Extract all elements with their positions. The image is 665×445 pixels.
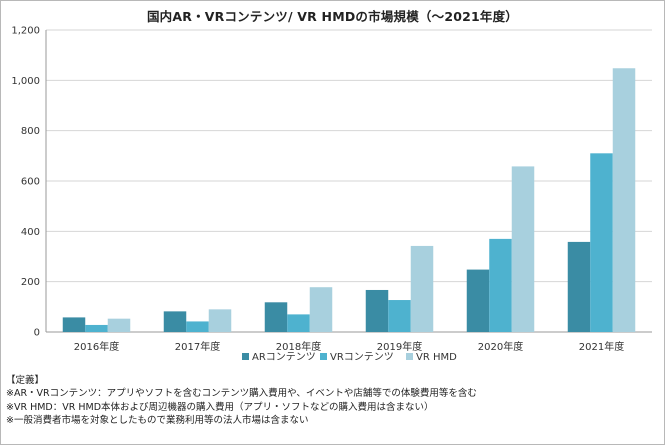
bar-2-4	[511, 166, 535, 332]
bar-1-3	[388, 300, 411, 332]
legend-swatch	[320, 353, 327, 360]
definitions-notes: 【定義】 ※AR・VRコンテンツ：アプリやソフトを含むコンテンツ購入費用や、イベ…	[6, 374, 477, 427]
bar-2-3	[410, 245, 434, 332]
bar-0-1	[163, 311, 187, 332]
bar-2-1	[208, 309, 232, 332]
x-tick-label: 2021年度	[579, 340, 624, 353]
y-tick-label: 400	[21, 227, 40, 238]
bar-1-1	[186, 321, 209, 332]
y-tick-label: 1,200	[11, 26, 40, 37]
bar-0-4	[466, 269, 490, 332]
bar-1-4	[489, 238, 512, 332]
x-tick-label: 2016年度	[74, 340, 119, 353]
y-tick-label: 0	[34, 328, 40, 339]
y-tick-label: 800	[21, 126, 40, 137]
legend-swatch	[406, 353, 413, 360]
note-line-consumer: ※一般消費者市場を対象としたもので業務利用等の法人市場は含まない	[6, 414, 309, 426]
y-tick-label: 200	[21, 277, 40, 288]
legend-label: ARコンテンツ	[252, 352, 316, 363]
bar-1-2	[287, 314, 310, 332]
legend-label: VRコンテンツ	[330, 352, 394, 363]
bar-0-0	[62, 317, 86, 332]
bar-1-0	[85, 324, 108, 332]
bar-0-5	[567, 241, 591, 332]
bar-2-5	[612, 68, 636, 333]
y-tick-label: 1,000	[11, 76, 40, 87]
legend-label: VR HMD	[416, 352, 457, 363]
notes-heading: 【定義】	[6, 375, 45, 386]
bar-0-3	[365, 289, 389, 332]
bar-2-0	[107, 318, 131, 332]
x-tick-label: 2020年度	[478, 340, 523, 353]
note-line-ar-vr: ※AR・VRコンテンツ：アプリやソフトを含むコンテンツ購入費用や、イベントや店舗…	[6, 388, 477, 400]
x-tick-label: 2018年度	[276, 340, 321, 353]
x-tick-label: 2019年度	[377, 340, 422, 353]
bar-1-5	[590, 153, 613, 332]
y-tick-label: 600	[21, 177, 40, 188]
bar-2-2	[309, 287, 333, 332]
note-line-vr-hmd: ※VR HMD：VR HMD本体および周辺機器の購入費用（アプリ・ソフトなどの購…	[6, 401, 434, 413]
chart-title: 国内AR・VRコンテンツ/ VR HMDの市場規模（～2021年度）	[146, 9, 519, 24]
bar-0-2	[264, 302, 288, 332]
legend-swatch	[242, 353, 249, 360]
x-tick-label: 2017年度	[175, 340, 220, 353]
